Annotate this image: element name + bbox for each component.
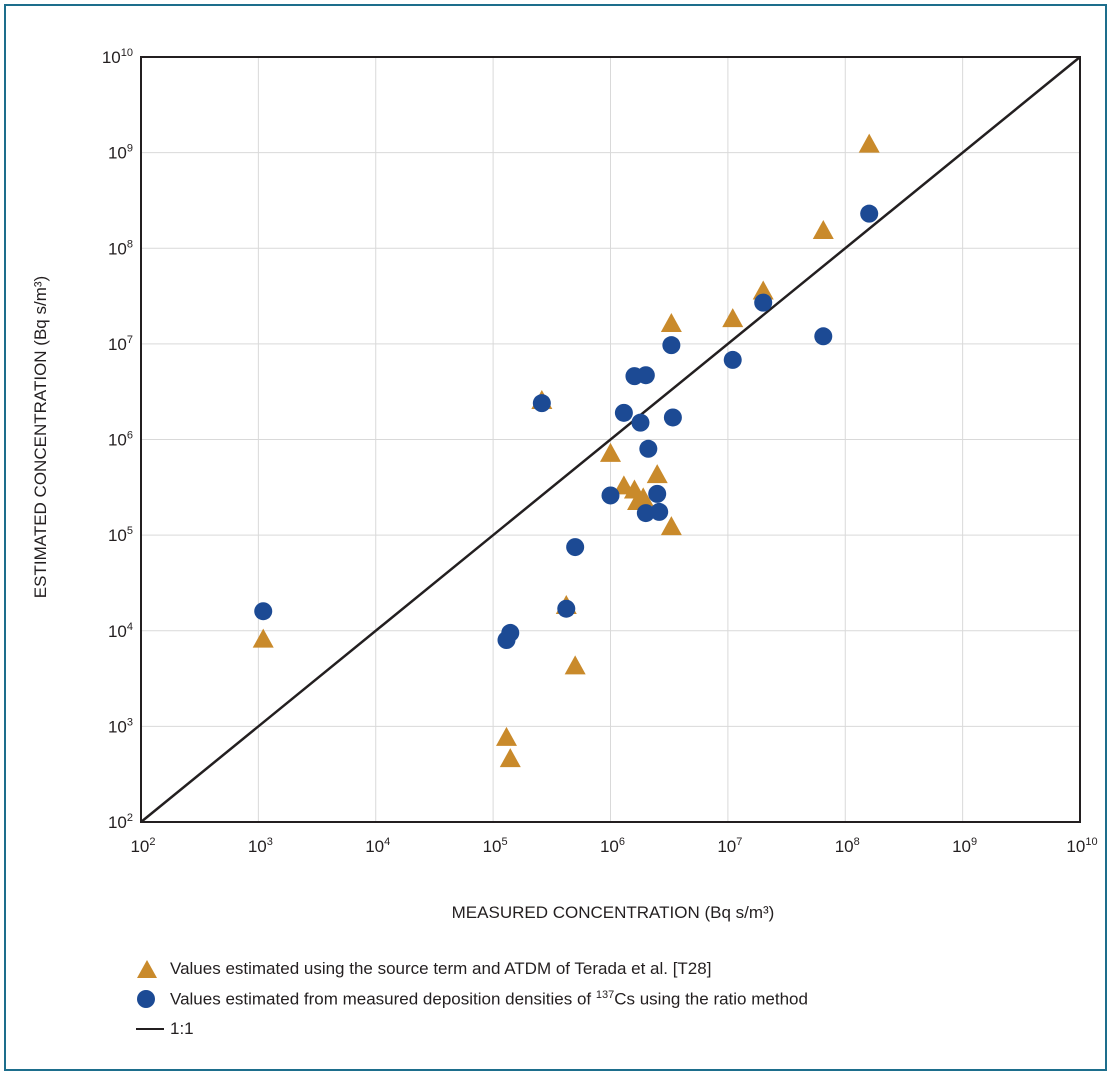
circle-point <box>814 327 833 346</box>
circle-point <box>723 350 742 369</box>
triangle-point <box>722 308 744 328</box>
triangle-point <box>752 280 774 300</box>
y-tick-label: 107 <box>108 334 133 354</box>
triangle-point <box>660 312 682 332</box>
plot-area-border <box>140 56 1081 823</box>
triangle-point <box>495 726 517 746</box>
circle-point <box>557 599 576 618</box>
legend-label-circle-sup: 137 <box>595 988 615 1001</box>
triangle-point <box>252 628 274 648</box>
legend-label-circle-after: Cs using the ratio method <box>614 989 808 1009</box>
x-tick-label: 1010 <box>1066 836 1097 856</box>
triangle-point <box>564 655 586 675</box>
legend-label-triangle: Values estimated using the source term a… <box>170 959 712 978</box>
circle-point <box>636 366 655 385</box>
legend-label-circle: Values estimated from measured depositio… <box>170 989 808 1010</box>
x-tick-label: 104 <box>365 836 390 856</box>
y-tick-labels: 102 103 104 105 106 107 108 109 1010 <box>102 47 133 832</box>
triangle-point <box>632 487 654 507</box>
circle-point <box>639 439 658 458</box>
y-tick-label: 108 <box>108 238 133 258</box>
x-tick-label: 105 <box>483 836 508 856</box>
triangle-point <box>858 133 880 153</box>
y-tick-label: 105 <box>108 525 133 545</box>
x-tick-label: 109 <box>952 836 977 856</box>
triangle-point <box>812 220 834 240</box>
line-marker-icon <box>136 1019 170 1039</box>
circle-point <box>566 538 585 557</box>
y-tick-label: 106 <box>108 430 133 450</box>
x-tick-label: 102 <box>130 836 155 856</box>
y-tick-label: 1010 <box>102 47 133 67</box>
triangle-point <box>660 516 682 536</box>
circle-point <box>860 204 879 223</box>
triangle-point <box>600 442 621 462</box>
circle-point <box>532 394 551 413</box>
data-points <box>252 133 880 768</box>
y-tick-label: 109 <box>108 143 133 163</box>
circle-point <box>601 486 620 505</box>
x-tick-label: 107 <box>717 836 742 856</box>
legend-label-line: 1:1 <box>170 1019 194 1038</box>
one-to-one-line-group <box>140 56 1081 823</box>
circle-point <box>614 403 633 422</box>
circle-point <box>650 502 669 521</box>
x-tick-labels: 102 103 104 105 106 107 108 109 1010 <box>130 836 1097 856</box>
x-tick-label: 108 <box>835 836 860 856</box>
circle-marker-icon <box>136 989 170 1009</box>
y-tick-label: 104 <box>108 621 133 641</box>
legend-item-circle: Values estimated from measured depositio… <box>136 984 808 1014</box>
circle-point <box>501 623 520 642</box>
x-tick-label: 103 <box>248 836 273 856</box>
one-to-one-line <box>140 56 1081 823</box>
x-axis-title: MEASURED CONCENTRATION (Bq s/m³) <box>452 903 775 922</box>
circle-point <box>254 602 273 621</box>
circle-point <box>636 504 655 523</box>
circle-point <box>648 484 667 503</box>
triangle-marker-icon <box>136 959 170 979</box>
x-tick-label: 106 <box>600 836 625 856</box>
circle-point <box>662 336 681 355</box>
legend-item-line: 1:1 <box>136 1014 808 1044</box>
y-tick-label: 103 <box>108 716 133 736</box>
y-axis-title: ESTIMATED CONCENTRATION (Bq s/m³) <box>31 276 50 598</box>
figure-frame <box>4 4 1107 1071</box>
legend-label-circle-before: Values estimated from measured depositio… <box>170 989 596 1009</box>
triangle-point <box>499 748 521 768</box>
legend: Values estimated using the source term a… <box>136 954 808 1044</box>
circle-point <box>663 408 682 427</box>
legend-item-triangle: Values estimated using the source term a… <box>136 954 808 984</box>
circle-point <box>754 293 773 312</box>
triangle-point <box>646 464 668 484</box>
circle-point <box>631 413 650 432</box>
y-tick-label: 102 <box>108 812 133 832</box>
